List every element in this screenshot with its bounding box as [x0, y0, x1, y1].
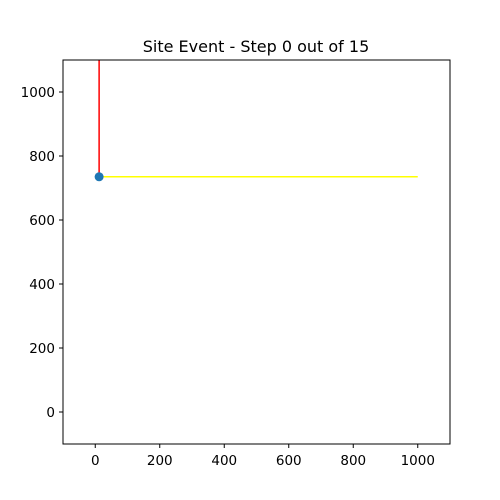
x-tick-label: 200 [147, 453, 173, 469]
y-tick-label: 800 [29, 149, 55, 165]
x-tick-label: 400 [211, 453, 237, 469]
x-tick-label: 600 [276, 453, 302, 469]
data-point-0 [94, 172, 104, 182]
y-tick-label: 200 [29, 341, 55, 357]
y-tick-label: 400 [29, 277, 55, 293]
y-tick-label: 1000 [21, 85, 55, 101]
y-tick-label: 0 [46, 405, 55, 421]
y-tick-label: 600 [29, 213, 55, 229]
x-tick-label: 800 [340, 453, 366, 469]
x-tick-label: 0 [91, 453, 100, 469]
x-tick-label: 1000 [401, 453, 435, 469]
chart-title: Site Event - Step 0 out of 15 [143, 37, 370, 56]
plot-frame [62, 59, 451, 445]
